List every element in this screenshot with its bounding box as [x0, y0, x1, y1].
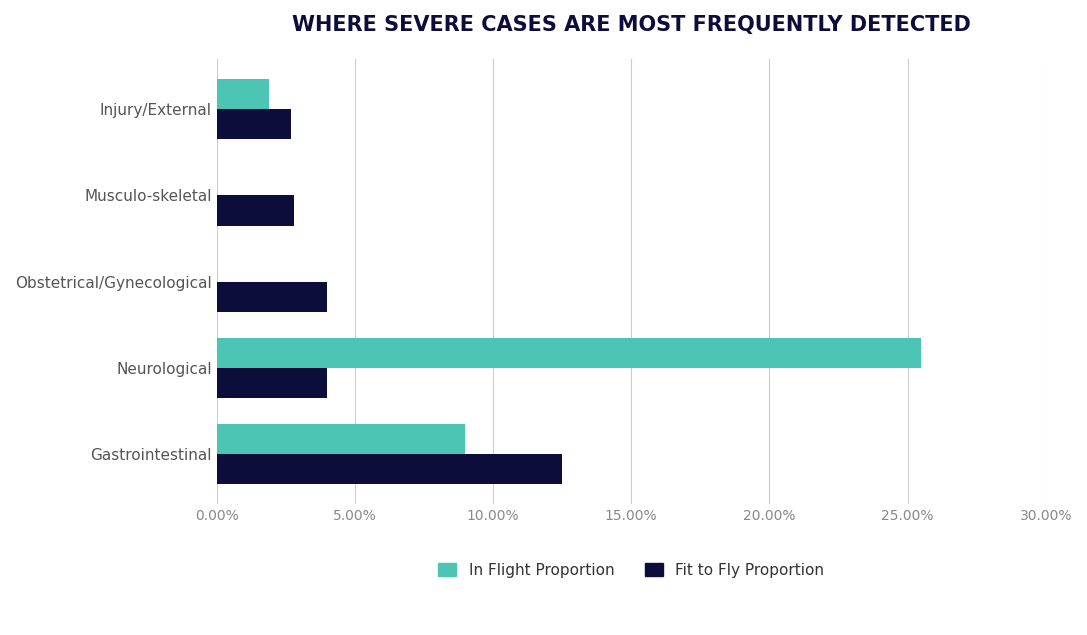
Bar: [216, 109, 291, 139]
Legend: In Flight Proportion, Fit to Fly Proportion: In Flight Proportion, Fit to Fly Proport…: [432, 557, 830, 584]
Bar: [216, 79, 270, 109]
Bar: [216, 338, 922, 368]
Bar: [216, 196, 293, 225]
Bar: [216, 281, 327, 312]
Bar: [216, 368, 327, 398]
Bar: [216, 454, 562, 484]
Title: WHERE SEVERE CASES ARE MOST FREQUENTLY DETECTED: WHERE SEVERE CASES ARE MOST FREQUENTLY D…: [291, 15, 971, 35]
Bar: [216, 424, 465, 454]
